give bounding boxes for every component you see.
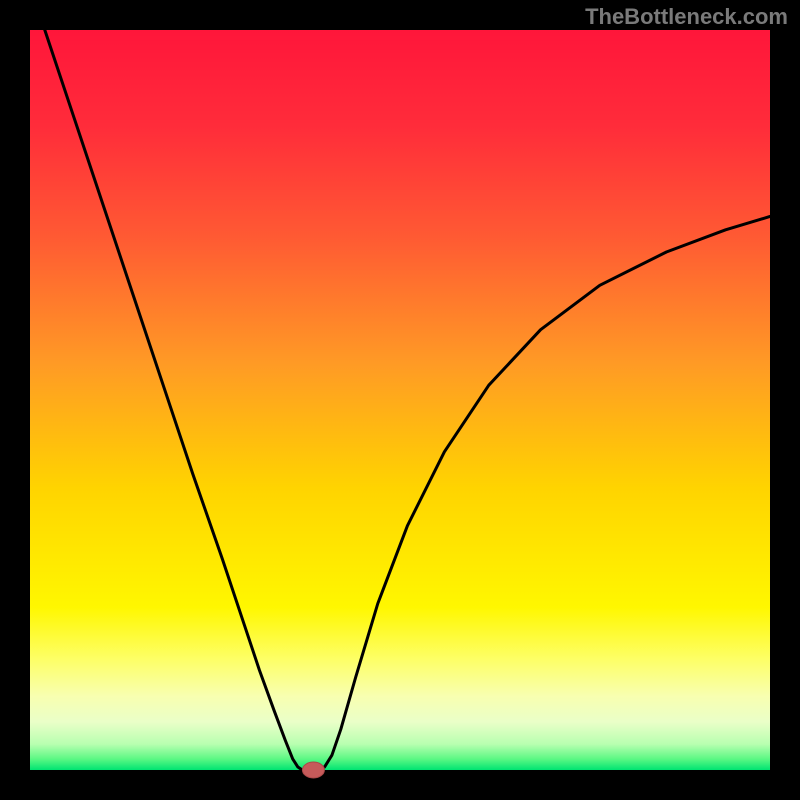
optimal-point-marker bbox=[302, 762, 324, 778]
bottleneck-chart bbox=[0, 0, 800, 800]
watermark-text: TheBottleneck.com bbox=[585, 4, 788, 30]
chart-container: TheBottleneck.com bbox=[0, 0, 800, 800]
plot-background bbox=[30, 30, 770, 770]
